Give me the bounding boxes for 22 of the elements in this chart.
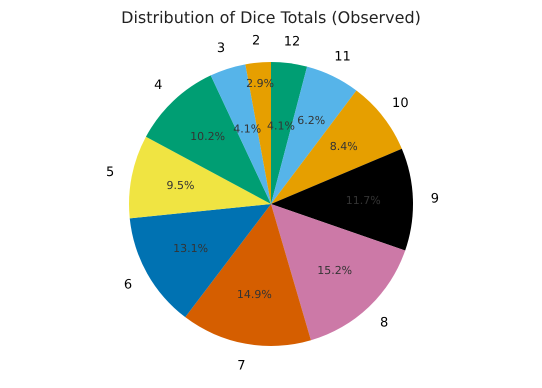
- slice-label: 5: [106, 165, 114, 180]
- slice-label: 6: [124, 277, 132, 292]
- slice-label: 10: [392, 96, 409, 112]
- data-label: 9.5%: [166, 179, 194, 192]
- data-label: 13.1%: [173, 242, 208, 256]
- slice-label: 2: [252, 34, 260, 49]
- data-label: 10.2%: [190, 130, 226, 143]
- data-label: 8.4%: [330, 140, 358, 154]
- pie-slice: [271, 204, 406, 340]
- slice-label: 11: [334, 49, 351, 64]
- slice-label: 9: [430, 192, 440, 207]
- chart-title: Distribution of Dice Totals (Observed): [121, 8, 421, 27]
- pie-slice: [271, 148, 413, 250]
- pie-slice: [130, 204, 271, 318]
- slice-label: 4: [154, 78, 162, 93]
- slice-label: 3: [216, 40, 226, 56]
- data-label: 15.2%: [317, 264, 352, 277]
- data-label: 14.9%: [236, 288, 272, 301]
- slice-label: 12: [284, 34, 300, 50]
- data-label: 6.2%: [297, 114, 326, 127]
- slice-label: 8: [380, 316, 388, 331]
- slice-label: 7: [237, 358, 246, 374]
